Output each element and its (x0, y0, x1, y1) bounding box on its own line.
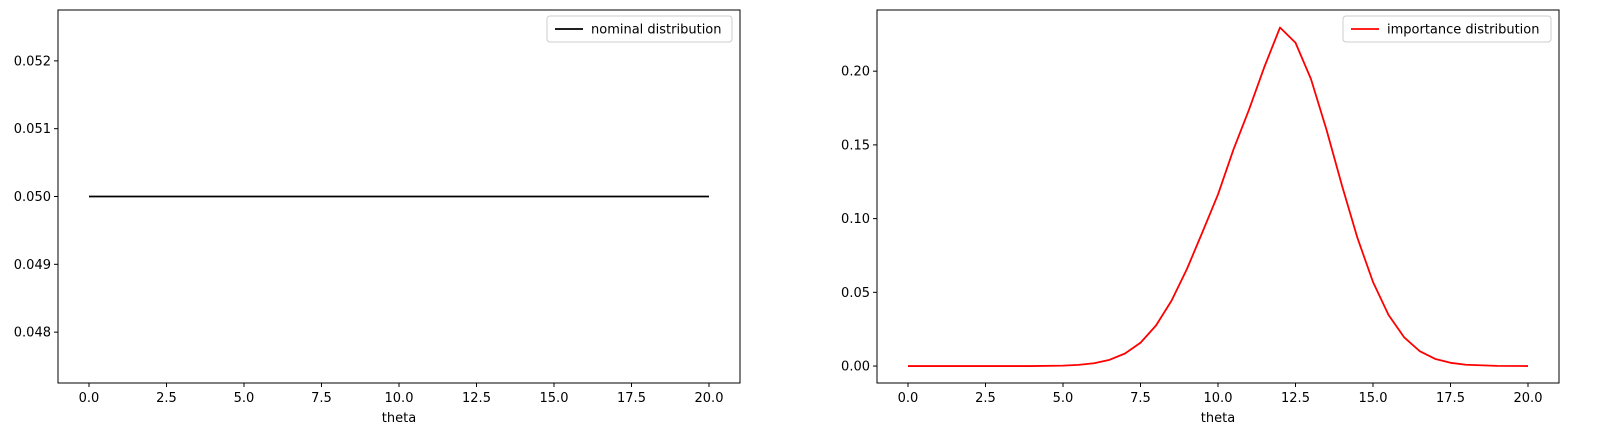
importance-legend-box (1342, 15, 1552, 43)
importance-x-ticks: 0.0 2.5 5.0 7.5 10.0 12.5 15.0 17.5 20.0 (898, 383, 1543, 406)
importance-x-tick-label: 17.5 (1436, 391, 1465, 406)
nominal-y-tick-label: 0.050 (14, 190, 51, 205)
importance-x-tick-label: 15.0 (1359, 391, 1388, 406)
nominal-x-tick-label: 20.0 (695, 391, 724, 406)
importance-x-tick-label: 12.5 (1281, 391, 1310, 406)
importance-series-layer (908, 26, 1529, 367)
nominal-legend-label: nominal distribution (591, 23, 722, 38)
nominal-x-ticks: 0.0 2.5 5.0 7.5 10.0 12.5 15.0 17.5 20.0 (79, 383, 724, 406)
importance-y-tick-label: 0.15 (841, 138, 870, 153)
nominal-x-axis-label: theta (382, 411, 416, 426)
importance-legend: importance distribution (1342, 15, 1552, 43)
importance-x-tick-label: 2.5 (975, 391, 996, 406)
importance-x-tick-label: 20.0 (1514, 391, 1543, 406)
nominal-subplot: 0.0 2.5 5.0 7.5 10.0 12.5 15.0 17.5 20.0 0.0480.… (14, 9, 741, 426)
nominal-y-tick-label: 0.048 (14, 326, 51, 341)
importance-x-tick-label: 0.0 (898, 391, 919, 406)
nominal-y-tick-label: 0.052 (14, 54, 51, 69)
nominal-legend-box (546, 15, 733, 43)
nominal-y-tick-label: 0.051 (14, 122, 51, 137)
importance-x-tick-label: 10.0 (1204, 391, 1233, 406)
nominal-x-tick-label: 12.5 (462, 391, 491, 406)
importance-x-tick-label: 7.5 (1130, 391, 1151, 406)
nominal-x-tick-label: 10.0 (385, 391, 414, 406)
importance-legend-label: importance distribution (1387, 23, 1540, 38)
nominal-x-tick-label: 17.5 (617, 391, 646, 406)
importance-y-tick-label: 0.10 (841, 212, 870, 227)
nominal-x-tick-label: 15.0 (540, 391, 569, 406)
nominal-x-tick-label: 0.0 (79, 391, 100, 406)
nominal-y-ticks: 0.048 0.049 0.050 0.051 0.052 (14, 54, 58, 341)
importance-series-line-0 (908, 26, 1529, 367)
importance-y-tick-label: 0.05 (841, 286, 870, 301)
nominal-x-tick-label: 7.5 (311, 391, 332, 406)
importance-subplot: 0.0 2.5 5.0 7.5 10.0 12.5 15.0 17.5 20.0 0.000.0… (841, 9, 1560, 426)
importance-x-axis-label: theta (1201, 411, 1235, 426)
importance-x-tick-label: 5.0 (1053, 391, 1074, 406)
nominal-x-tick-label: 2.5 (156, 391, 177, 406)
importance-y-tick-label: 0.00 (841, 360, 870, 375)
nominal-legend: nominal distribution (546, 15, 733, 43)
nominal-x-tick-label: 5.0 (234, 391, 255, 406)
nominal-y-tick-label: 0.049 (14, 258, 51, 273)
importance-y-ticks: 0.00 0.05 0.10 0.15 0.20 (841, 65, 877, 375)
importance-y-tick-label: 0.20 (841, 65, 870, 80)
